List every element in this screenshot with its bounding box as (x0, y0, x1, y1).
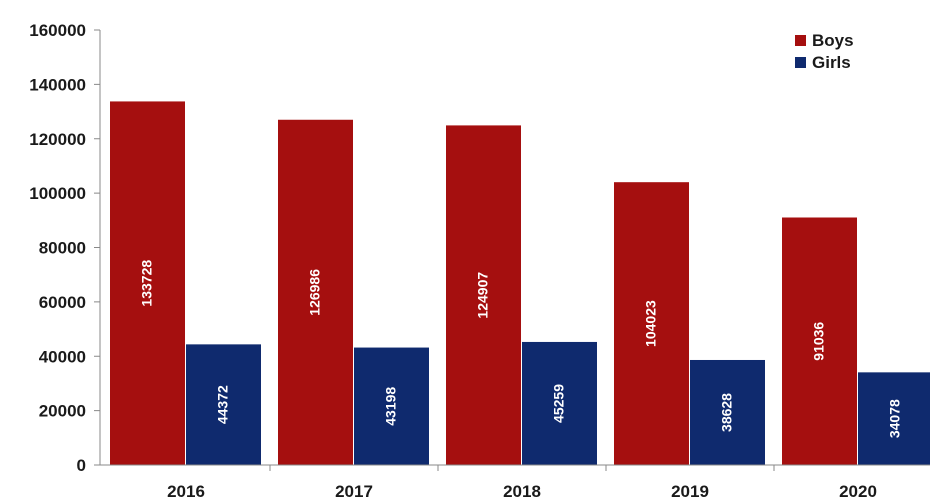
data-label: 34078 (887, 399, 903, 438)
bar-boys-2019 (614, 182, 689, 465)
y-tick-label: 100000 (29, 184, 86, 203)
y-tick-label: 140000 (29, 75, 86, 94)
bar-girls-2020 (858, 372, 930, 465)
y-tick-label: 160000 (29, 21, 86, 40)
data-label: 126986 (307, 269, 323, 316)
x-category-label: 2016 (167, 482, 205, 501)
y-axis: 0 20000 40000 60000 80000 100000 120000 140000 1… (29, 21, 101, 475)
data-label: 91036 (811, 322, 827, 361)
bar-boys-2016 (110, 101, 185, 465)
legend-label-boys: Boys (812, 31, 854, 50)
legend: Boys Girls (795, 31, 854, 72)
y-tick-label: 60000 (39, 293, 86, 312)
x-category-label: 2017 (335, 482, 373, 501)
y-tick-label: 80000 (39, 239, 86, 258)
x-category-label: 2019 (671, 482, 709, 501)
data-label: 124907 (475, 272, 491, 319)
data-label: 44372 (215, 385, 231, 424)
data-label: 133728 (139, 260, 155, 307)
bar-boys-2018 (446, 125, 521, 466)
y-tick-label: 40000 (39, 347, 86, 366)
bar-boys-2017 (278, 119, 353, 466)
x-category-label: 2020 (839, 482, 877, 501)
bar-girls-2016 (186, 344, 261, 465)
legend-swatch-boys (795, 35, 806, 46)
data-label: 38628 (719, 393, 735, 432)
bar-girls-2018 (522, 341, 597, 465)
data-label: 104023 (643, 300, 659, 347)
bars: 133728 44372 126986 43198 124907 45259 104023 3… (110, 101, 930, 466)
x-category-label: 2018 (503, 482, 541, 501)
y-tick-label: 0 (77, 456, 86, 475)
bar-girls-2019 (690, 359, 765, 465)
legend-label-girls: Girls (812, 53, 851, 72)
data-label: 45259 (551, 384, 567, 423)
y-tick-label: 120000 (29, 130, 86, 149)
bar-girls-2017 (354, 347, 429, 465)
legend-swatch-girls (795, 57, 806, 68)
y-tick-label: 20000 (39, 402, 86, 421)
bar-boys-2020 (782, 217, 857, 465)
x-axis: 2016 2017 2018 2019 2020 (100, 464, 930, 501)
data-label: 43198 (383, 387, 399, 426)
